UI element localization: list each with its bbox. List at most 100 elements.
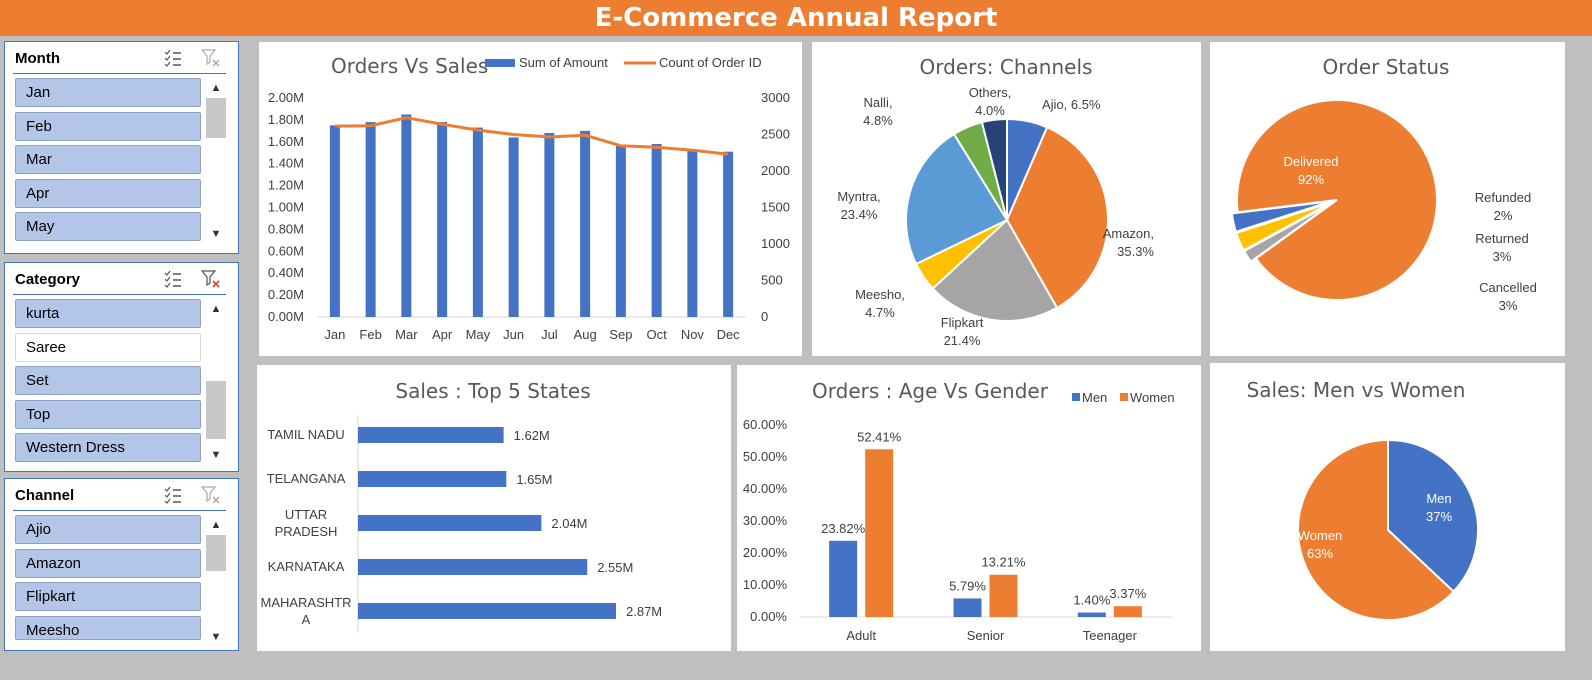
slicer-item[interactable]: Western Dress [15,433,201,462]
slicer-item[interactable]: Top [15,399,201,429]
scroll-up-icon[interactable]: ▲ [210,303,222,315]
orders-channels-chart: Orders: Channels Ajio, 6.5% Amazon, 35.3% Fl… [837,55,1154,348]
legend-label: Women [1130,390,1175,405]
y-tick-label: 20.00% [743,545,788,560]
slicer-scrollbar[interactable]: ▲ ▼ [206,515,226,647]
x-tick-label: Adult [846,628,876,643]
data-label: 3% [1493,249,1512,264]
slicer-header: Channel [13,479,226,511]
data-label: Delivered [1284,154,1339,169]
x-tick-label: Jun [503,327,524,342]
scroll-down-icon[interactable]: ▼ [210,449,222,461]
data-label: 4.8% [863,113,893,128]
x-tick-label: Senior [967,628,1005,643]
data-label: 63% [1307,546,1333,561]
y-tick-label: PRADESH [275,524,338,539]
data-label: 23.82% [821,521,866,536]
scroll-down-icon[interactable]: ▼ [210,631,222,643]
data-label: Men [1426,491,1451,506]
slicer-item[interactable]: Amazon [15,548,201,578]
y-tick-label: 0.80M [268,221,304,236]
category-slicer: Category kurta Saree Set Top Western Dre… [4,262,239,472]
bar [401,114,412,317]
slicer-items: kurta Saree Set Top Western Dress [15,299,201,467]
slicer-scrollbar[interactable]: ▲ ▼ [206,299,226,465]
scroll-up-icon[interactable]: ▲ [210,82,222,94]
slicer-item[interactable]: Apr [15,178,201,208]
slicer-item[interactable]: Meesho [15,615,201,640]
y-tick-label: 0.00% [750,609,787,624]
y-tick-label: 30.00% [743,513,788,528]
data-label: Ajio, 6.5% [1042,97,1101,112]
clear-filter-icon[interactable] [201,269,221,289]
clear-filter-icon[interactable] [201,48,221,68]
legend-label: Men [1082,390,1107,405]
data-label: Amazon, [1103,226,1154,241]
multi-select-icon[interactable] [163,48,183,68]
slicer-item[interactable]: Set [15,366,201,395]
slicer-item[interactable]: kurta [15,299,201,328]
y-tick-label: 0.60M [268,243,304,258]
bar [358,427,504,443]
slicer-item[interactable]: Jan [15,78,201,107]
data-label: 2.04M [551,516,587,531]
slicer-title: Channel [15,487,75,504]
data-label: Refunded [1475,190,1531,205]
y2-tick-label: 1000 [761,236,790,251]
x-tick-label: Feb [359,327,381,342]
report-title: E-Commerce Annual Report [0,0,1592,36]
slicer-item[interactable]: Ajio [15,515,201,544]
chart-title: Orders: Channels [920,55,1093,79]
y-tick-label: 1.60M [268,134,304,149]
data-label: 92% [1298,172,1324,187]
pie-slice [905,132,1009,266]
pie-slice [1387,438,1479,594]
y-tick-label: 0.20M [268,287,304,302]
y2-tick-label: 500 [761,273,783,288]
bar [472,127,483,317]
bar [358,471,507,487]
chart-title: Order Status [1323,55,1450,79]
chart-title: Orders Vs Sales [331,54,488,78]
legend-swatch [1120,393,1128,401]
clear-filter-icon[interactable] [201,485,221,505]
scroll-down-icon[interactable]: ▼ [210,228,222,240]
x-tick-label: Jul [541,327,558,342]
data-label: Nalli, [864,95,893,110]
slicer-item[interactable]: Feb [15,111,201,141]
slicer-item[interactable]: Flipkart [15,582,201,611]
bar [651,143,662,317]
orders-vs-sales-panel: Orders Vs Sales Sum of Amount Count of Ord… [259,42,802,356]
multi-select-icon[interactable] [163,485,183,505]
y2-tick-label: 3000 [761,90,790,105]
y-tick-label: TAMIL NADU [267,427,344,442]
slicer-item[interactable]: Saree [15,332,201,362]
data-label: 1.40% [1073,593,1110,608]
x-tick-label: Nov [681,327,705,342]
y-tick-label: 1.40M [268,156,304,171]
pie-slice [1297,438,1456,621]
multi-select-icon[interactable] [163,269,183,289]
x-tick-label: May [466,327,491,342]
slicer-item[interactable]: May [15,212,201,241]
pie-slice [1235,201,1332,252]
slicer-items: Jan Feb Mar Apr May [15,78,201,246]
data-label: Others, [969,85,1012,100]
orders-channels-panel: Orders: Channels Ajio, 6.5% Amazon, 35.3% Fl… [812,42,1201,356]
pie-slice [931,218,1059,322]
slicer-header: Category [13,263,226,295]
bar [544,133,555,317]
y-tick-label: 40.00% [743,481,788,496]
slicer-item[interactable]: Mar [15,145,201,174]
data-label: 4.7% [865,305,895,320]
data-label: 35.3% [1117,244,1154,259]
x-tick-label: Aug [574,327,597,342]
y-tick-label: 10.00% [743,577,788,592]
slicer-scrollbar[interactable]: ▲ ▼ [206,78,226,244]
y-tick-label: 1.20M [268,178,304,193]
slicer-title: Category [15,271,81,288]
y-tick-label: 0.00M [268,309,304,324]
data-label: 4.0% [975,103,1005,118]
scroll-up-icon[interactable]: ▲ [210,519,222,531]
orders-vs-sales-chart: Orders Vs Sales Sum of Amount Count of Ord… [268,54,790,342]
